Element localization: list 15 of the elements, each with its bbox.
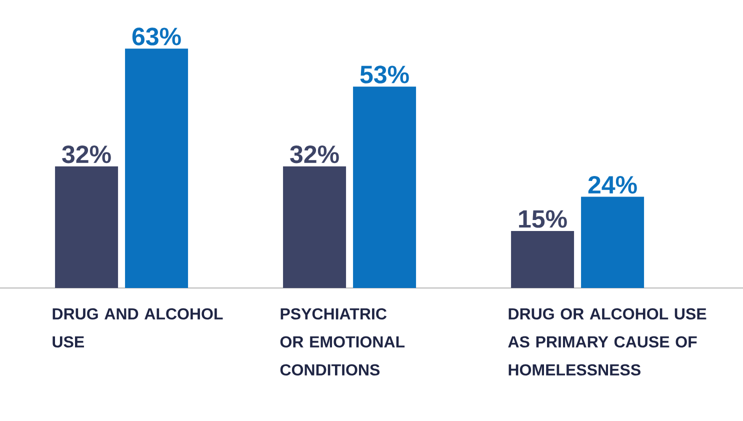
bar	[581, 196, 644, 288]
bar	[353, 86, 416, 288]
bar	[283, 166, 346, 288]
x-tick-label: DRUG AND ALCOHOL USE	[52, 308, 223, 348]
data-label: 32%	[62, 145, 111, 164]
x-tick-label: DRUG OR ALCOHOL USE AS PRIMARY CAUSE OF HOMELESSNESS	[508, 308, 706, 376]
bar	[125, 48, 188, 288]
data-label: 15%	[519, 210, 567, 228]
data-label: 32%	[290, 145, 339, 164]
data-label: 53%	[360, 66, 409, 84]
data-label: 24%	[588, 176, 637, 194]
bar	[55, 166, 118, 288]
bar	[511, 231, 574, 288]
x-tick-label: PSYCHIATRIC OR EMOTIONAL CONDITIONS	[280, 308, 405, 376]
data-label: 63%	[132, 28, 181, 46]
